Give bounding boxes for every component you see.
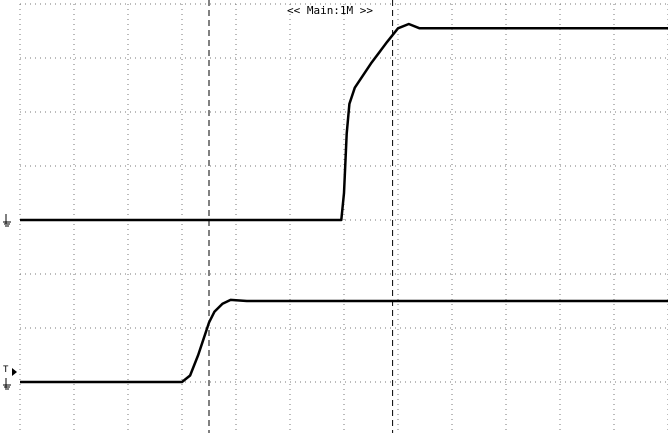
timebase-label: << Main:1M >> [287,4,373,17]
waveform-channel-2 [20,298,668,384]
graticule [19,3,668,433]
time-cursors [208,0,394,433]
waveform-traces [20,22,668,384]
waveform-channel-1 [20,22,668,222]
channel-1-ground-marker [3,214,11,227]
trigger-label: T [3,365,9,375]
trigger-marker: T [3,365,17,376]
channel-2-ground-marker [3,378,11,390]
